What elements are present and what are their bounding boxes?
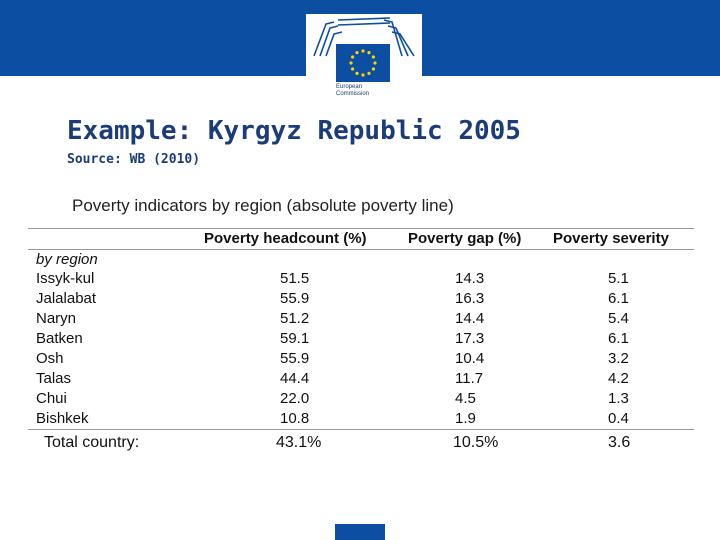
european-commission-logo: European Commission [306, 14, 422, 100]
column-header-headcount: Poverty headcount (%) [204, 230, 367, 247]
logo-wordmark: European Commission [336, 84, 370, 97]
total-severity: 3.6 [608, 434, 631, 451]
table-row: Batken 59.1 17.3 6.1 [0, 330, 720, 350]
gap-value: 4.5 [455, 390, 476, 407]
region-name: Osh [36, 350, 64, 367]
gap-value: 1.9 [455, 410, 476, 427]
table-body: Issyk-kul 51.5 14.3 5.1 Jalalabat 55.9 1… [0, 270, 720, 430]
severity-value: 0.4 [608, 410, 629, 427]
table-row: Osh 55.9 10.4 3.2 [0, 350, 720, 370]
total-label: Total country: [44, 434, 140, 451]
berlaymont-building-icon [313, 17, 415, 57]
table-header-rule [28, 249, 694, 250]
gap-value: 14.3 [455, 270, 485, 287]
gap-value: 14.4 [455, 310, 485, 327]
table-bottom-rule [28, 429, 694, 430]
total-headcount: 43.1% [276, 434, 322, 451]
footer-tab [335, 524, 385, 540]
headcount-value: 22.0 [280, 390, 310, 407]
region-name: Batken [36, 330, 83, 347]
region-name: Talas [36, 370, 72, 387]
severity-value: 5.4 [608, 310, 629, 327]
severity-value: 6.1 [608, 330, 629, 347]
headcount-value: 44.4 [280, 370, 310, 387]
table-row: Naryn 51.2 14.4 5.4 [0, 310, 720, 330]
gap-value: 16.3 [455, 290, 485, 307]
row-header-label: by region [36, 251, 98, 268]
gap-value: 10.4 [455, 350, 485, 367]
headcount-value: 55.9 [280, 290, 310, 307]
table-row: Talas 44.4 11.7 4.2 [0, 370, 720, 390]
headcount-value: 51.2 [280, 310, 310, 327]
region-name: Issyk-kul [36, 270, 95, 287]
table-row: Jalalabat 55.9 16.3 6.1 [0, 290, 720, 310]
column-header-severity: Poverty severity [553, 230, 669, 247]
eu-flag [336, 44, 390, 82]
gap-value: 11.7 [455, 370, 484, 387]
region-name: Bishkek [36, 410, 89, 427]
headcount-value: 55.9 [280, 350, 310, 367]
table-row: Chui 22.0 4.5 1.3 [0, 390, 720, 410]
slide-source: Source: WB (2010) [67, 152, 201, 167]
headcount-value: 51.5 [280, 270, 310, 287]
region-name: Jalalabat [36, 290, 97, 307]
headcount-value: 10.8 [280, 410, 310, 427]
table-row: Bishkek 10.8 1.9 0.4 [0, 410, 720, 430]
total-gap: 10.5% [453, 434, 499, 451]
severity-value: 6.1 [608, 290, 629, 307]
gap-value: 17.3 [455, 330, 485, 347]
table-caption: Poverty indicators by region (absolute p… [72, 196, 454, 215]
slide-title: Example: Kyrgyz Republic 2005 [67, 116, 521, 146]
severity-value: 4.2 [608, 370, 629, 387]
table-row: Issyk-kul 51.5 14.3 5.1 [0, 270, 720, 290]
headcount-value: 59.1 [280, 330, 310, 347]
severity-value: 1.3 [608, 390, 629, 407]
table-top-rule [28, 228, 694, 229]
severity-value: 3.2 [608, 350, 629, 367]
column-header-gap: Poverty gap (%) [408, 230, 522, 247]
severity-value: 5.1 [608, 270, 629, 287]
region-name: Chui [36, 390, 67, 407]
region-name: Naryn [36, 310, 77, 327]
